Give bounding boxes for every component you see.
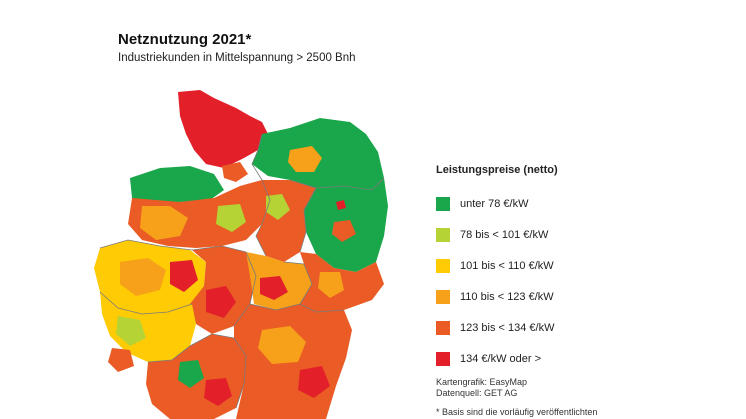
region-schleswig-holstein-north [178, 90, 268, 168]
footnote: * Basis sind die vorläufig veröffentlich… [436, 407, 598, 417]
legend-label: 101 bis < 110 €/kW [460, 259, 554, 272]
region-thueringen-red [260, 276, 288, 300]
legend-swatch [436, 227, 450, 242]
legend-swatch [436, 196, 450, 211]
region-bayern-orange [258, 326, 306, 364]
legend-item: 101 bis < 110 €/kW [436, 250, 558, 281]
region-bayern-red [298, 366, 330, 398]
region-nrw-red [170, 260, 198, 292]
legend-swatch [436, 258, 450, 273]
region-saarland [108, 348, 134, 372]
legend-item: 134 €/kW oder > [436, 343, 558, 374]
legend-label: 78 bis < 101 €/kW [460, 228, 549, 241]
border-sh-mv [251, 133, 263, 181]
legend-title: Leistungspreise (netto) [436, 164, 558, 176]
legend-label: 134 €/kW oder > [460, 352, 542, 365]
legend-swatch [436, 351, 450, 366]
map-subtitle: Industriekunden in Mittelspannung > 2500… [118, 52, 356, 64]
border-south [147, 333, 235, 363]
border-by-north [249, 303, 345, 313]
legend: Leistungspreise (netto) unter 78 €/kW 78… [436, 164, 558, 374]
region-mecklenburg-orange [288, 146, 322, 172]
border-th-sn [283, 261, 313, 305]
legend-item: unter 78 €/kW [436, 188, 558, 219]
region-northwest-coast [130, 166, 224, 204]
border-st-bb [299, 187, 317, 253]
legend-item: 110 bis < 123 €/kW [436, 281, 558, 312]
region-niedersachsen-lightgreen [216, 204, 246, 232]
region-brandenburg-red-spot [336, 200, 346, 210]
border-mv-bb [289, 177, 385, 191]
region-rlp-lightgreen [116, 316, 146, 346]
region-bw-red [204, 378, 232, 406]
legend-item: 78 bis < 101 €/kW [436, 219, 558, 250]
state-borders [99, 133, 385, 409]
legend-swatch [436, 289, 450, 304]
map-credits: Kartengrafik: EasyMap Datenquell: GET AG [436, 377, 527, 399]
region-nrw-orange [120, 258, 166, 296]
border-nrw-rlp [99, 291, 193, 315]
credit-map-graphic: Kartengrafik: EasyMap [436, 377, 528, 387]
region-bw-green [178, 360, 204, 388]
border-bw-by [233, 337, 247, 409]
legend-items: unter 78 €/kW 78 bis < 101 €/kW 101 bis … [436, 188, 558, 374]
region-niedersachsen-orange [140, 206, 188, 240]
credit-data-source: Datenquell: GET AG [436, 388, 518, 398]
legend-label: unter 78 €/kW [460, 197, 529, 210]
region-berlin [332, 220, 356, 242]
border-he-th [233, 251, 257, 327]
legend-label: 123 bis < 134 €/kW [460, 321, 555, 334]
border-north-nrw [99, 239, 247, 253]
border-nds-st [255, 179, 271, 257]
legend-swatch [436, 320, 450, 335]
region-sachsen-anhalt-lightgreen [266, 194, 290, 220]
legend-item: 123 bis < 134 €/kW [436, 312, 558, 343]
map-title: Netznutzung 2021* [118, 31, 252, 48]
region-sachsen-orange [318, 272, 344, 298]
legend-label: 110 bis < 123 €/kW [460, 290, 554, 303]
region-hamburg [222, 162, 248, 182]
region-hessen-red [206, 286, 236, 318]
